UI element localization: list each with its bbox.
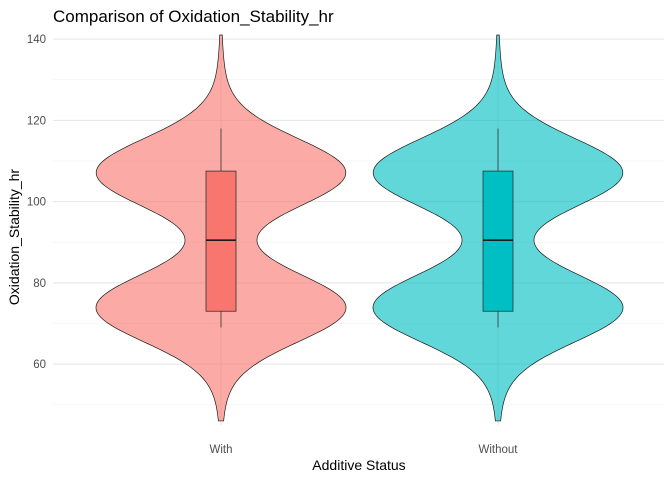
y-tick-label: 120: [27, 115, 46, 127]
x-tick-label: Without: [479, 444, 519, 456]
grid-lines: [53, 35, 664, 425]
y-axis-title: Oxidation_Stability_hr: [6, 169, 22, 306]
y-tick-labels: 60 80 100 120 140: [27, 34, 46, 371]
box-without: [482, 170, 514, 312]
x-tick-label: With: [210, 444, 233, 456]
violins: [95, 34, 624, 422]
x-tick-labels: With Without: [210, 444, 519, 456]
y-tick-label: 140: [27, 34, 46, 46]
chart-title: Comparison of Oxidation_Stability_hr: [53, 7, 334, 26]
y-tick-label: 80: [33, 278, 46, 290]
y-tick-label: 60: [33, 359, 46, 371]
boxplots: [205, 128, 514, 328]
y-tick-label: 100: [27, 197, 46, 209]
x-axis-title: Additive Status: [312, 457, 405, 473]
box-with: [205, 170, 237, 312]
